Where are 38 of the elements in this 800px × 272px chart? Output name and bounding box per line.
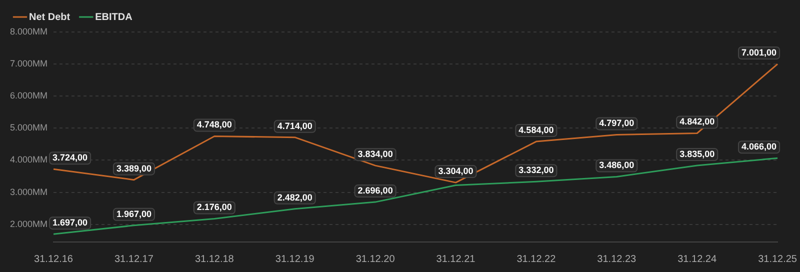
- y-tick-label: 2.000MM: [10, 218, 48, 229]
- data-label: 3.332,00: [518, 165, 554, 176]
- x-tick-label: 31.12.17: [114, 254, 154, 265]
- data-label: 4.584,00: [518, 125, 554, 136]
- x-tick-label: 31.12.25: [758, 254, 798, 265]
- legend-label: Net Debt: [29, 12, 71, 23]
- data-label: 3.486,00: [599, 160, 634, 170]
- x-tick-label: 31.12.16: [34, 254, 74, 265]
- data-label: 1.697,00: [52, 218, 88, 228]
- data-label: 2.176,00: [196, 202, 232, 212]
- x-tick-label: 31.12.22: [516, 254, 556, 265]
- y-tick-label: 4.000MM: [10, 154, 48, 165]
- data-label: 4.714,00: [277, 120, 312, 131]
- x-tick-label: 31.12.20: [356, 254, 396, 265]
- data-label: 4.748,00: [196, 120, 232, 130]
- data-label: 3.835,00: [680, 149, 715, 160]
- y-tick-label: 3.000MM: [10, 186, 48, 197]
- data-label: 7.001,00: [741, 48, 777, 58]
- data-label: 3.304,00: [438, 166, 474, 176]
- data-label: 4.066,00: [741, 142, 777, 152]
- data-label: 3.389,00: [116, 163, 152, 174]
- legend-label: EBITDA: [95, 12, 132, 23]
- data-label: 2.696,00: [358, 186, 393, 196]
- y-tick-label: 5.000MM: [10, 122, 48, 133]
- x-tick-label: 31.12.18: [194, 254, 234, 265]
- x-tick-label: 31.12.24: [678, 254, 717, 265]
- x-tick-label: 31.12.23: [597, 254, 637, 265]
- y-tick-label: 6.000MM: [10, 90, 48, 101]
- data-label: 1.967,00: [116, 208, 152, 219]
- data-label: 3.724,00: [52, 152, 88, 163]
- data-label: 3.834,00: [358, 149, 393, 160]
- x-tick-label: 31.12.19: [275, 254, 315, 265]
- y-tick-label: 7.000MM: [10, 58, 48, 69]
- y-tick-label: 8.000MM: [10, 26, 48, 36]
- data-label: 2.482,00: [277, 192, 312, 202]
- data-label: 4.842,00: [680, 116, 715, 127]
- data-label: 4.797,00: [599, 118, 634, 128]
- x-tick-label: 31.12.21: [436, 254, 476, 265]
